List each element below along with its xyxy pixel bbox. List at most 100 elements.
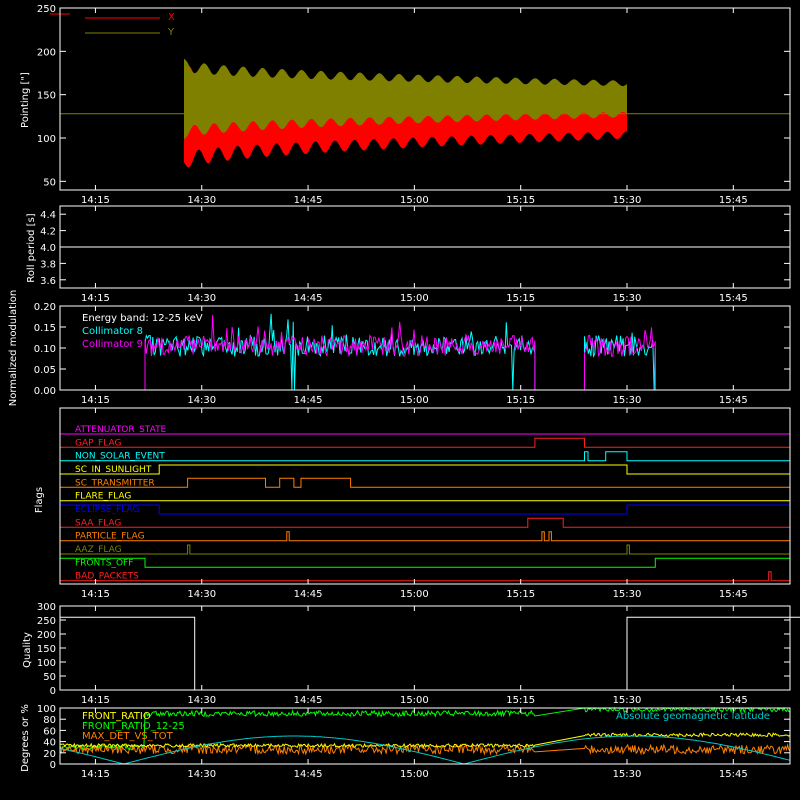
x-tick-label: 14:45 bbox=[294, 293, 323, 304]
flag-trace bbox=[60, 464, 790, 475]
y-tick-label: 100 bbox=[37, 704, 56, 715]
pointing-ylabel: Pointing ["] bbox=[20, 72, 31, 128]
x-tick-label: 15:15 bbox=[506, 769, 535, 780]
flag-label: SC_TRANSMITTER bbox=[75, 478, 155, 488]
pointing-series-y bbox=[184, 58, 627, 140]
y-tick-label: 20 bbox=[43, 749, 56, 760]
flag-label: NON_SOLAR_EVENT bbox=[75, 452, 165, 462]
flag-trace bbox=[60, 571, 790, 582]
y-tick-label: 50 bbox=[43, 177, 56, 188]
y-tick-label: 250 bbox=[37, 616, 56, 627]
flag-label: PARTICLE_FLAG bbox=[75, 532, 145, 542]
x-tick-label: 14:30 bbox=[187, 195, 216, 206]
quality-ylabel: Quality bbox=[22, 632, 33, 668]
x-tick-label: 14:15 bbox=[81, 769, 110, 780]
flag-label: SAA_FLAG bbox=[75, 518, 121, 528]
panel-frame bbox=[59, 605, 791, 691]
front-ratio-12-25-series bbox=[59, 706, 791, 752]
x-tick-label: 14:45 bbox=[294, 769, 323, 780]
y-tick-label: 100 bbox=[37, 134, 56, 145]
y-tick-label: 0.10 bbox=[34, 344, 56, 355]
roll-period-panel: 14:15 14:30 14:45 15:00 15:15 15:30 15:45 4.4 4.… bbox=[40, 205, 791, 304]
modulation-ylabel-text: Normalized modulation bbox=[8, 290, 19, 407]
y-tick-label: 0 bbox=[50, 760, 56, 771]
x-tick-label: 14:15 bbox=[81, 293, 110, 304]
flag-label: BAD_PACKETS bbox=[75, 572, 139, 582]
x-tick-label: 15:15 bbox=[506, 195, 535, 206]
flags-ylabel: Flags bbox=[34, 487, 45, 513]
energy-band-annotation: Energy band: 12-25 keV bbox=[82, 313, 203, 324]
panel-frame bbox=[59, 707, 791, 765]
x-tick-label: 15:00 bbox=[400, 589, 429, 600]
y-tick-label: 80 bbox=[43, 715, 56, 726]
x-tick-label: 15:15 bbox=[506, 293, 535, 304]
y-tick-label: 0.05 bbox=[34, 365, 56, 376]
x-tick-label: 15:00 bbox=[400, 395, 429, 406]
y-tick-label: 3.8 bbox=[40, 259, 56, 270]
x-tick-label: 15:45 bbox=[719, 293, 748, 304]
x-tick-label: 14:45 bbox=[294, 589, 323, 600]
collimator8-legend: Collimator 8 bbox=[82, 326, 143, 337]
flag-label: ECLIPSE_FLAG bbox=[75, 505, 139, 515]
modulation-series-collimator8 bbox=[60, 313, 790, 391]
x-tick-label: 15:30 bbox=[613, 695, 642, 706]
front-ratio-series bbox=[59, 732, 791, 749]
y-tick-label: 150 bbox=[37, 644, 56, 655]
y-tick-label: 0.15 bbox=[34, 323, 56, 334]
flag-trace bbox=[60, 517, 790, 528]
panel-frame bbox=[59, 407, 791, 585]
x-tick-label: 14:45 bbox=[294, 195, 323, 206]
max-det-legend: MAX_DET_VS_TOT bbox=[82, 731, 174, 742]
flag-label: AAZ_FLAG bbox=[75, 545, 122, 555]
x-tick-label: 15:30 bbox=[613, 769, 642, 780]
ratios-panel: 14:15 14:30 14:45 15:00 15:15 15:30 15:45 10080… bbox=[37, 704, 791, 780]
x-tick-label: 15:30 bbox=[613, 395, 642, 406]
y-tick-label: 4.0 bbox=[40, 243, 56, 254]
y-tick-label: 3.6 bbox=[40, 276, 56, 287]
x-tick-label: 15:30 bbox=[613, 293, 642, 304]
flags-panel: ATTENUATOR_STATE GAP_FLAG NON_SOLAR_EVENT S… bbox=[59, 407, 791, 600]
x-tick-label: 14:15 bbox=[81, 695, 110, 706]
y-tick-label: 200 bbox=[37, 47, 56, 58]
modulation-ylabel: Normalized modulation bbox=[8, 290, 19, 407]
roll-ylabel: Roll period [s] bbox=[26, 213, 37, 282]
x-tick-label: 15:45 bbox=[719, 195, 748, 206]
y-tick-label: 0 bbox=[50, 686, 56, 697]
quality-trace bbox=[60, 616, 800, 691]
x-tick-label: 15:45 bbox=[719, 395, 748, 406]
x-tick-label: 14:30 bbox=[187, 769, 216, 780]
geomag-latitude-series bbox=[59, 735, 791, 765]
x-tick-label: 14:15 bbox=[81, 589, 110, 600]
x-tick-label: 14:45 bbox=[294, 695, 323, 706]
x-tick-label: 14:15 bbox=[81, 195, 110, 206]
flag-trace bbox=[60, 451, 790, 462]
modulation-series-collimator9 bbox=[60, 315, 790, 391]
y-tick-label: 4.2 bbox=[40, 227, 56, 238]
panel-frame bbox=[59, 7, 791, 191]
x-tick-label: 15:00 bbox=[400, 769, 429, 780]
front-ratio-legend: FRONT_RATIO bbox=[82, 711, 151, 722]
flag-label: ATTENUATOR_STATE bbox=[75, 425, 167, 435]
x-tick-label: 15:00 bbox=[400, 195, 429, 206]
x-tick-label: 15:45 bbox=[719, 769, 748, 780]
collimator9-legend: Collimator 9 bbox=[82, 339, 143, 350]
quality-panel: 14:15 14:30 14:45 15:00 15:15 15:30 15:45 300 25… bbox=[37, 602, 800, 706]
x-tick-label: 15:45 bbox=[719, 589, 748, 600]
y-tick-label: 300 bbox=[37, 602, 56, 613]
y-tick-label: 40 bbox=[43, 738, 56, 749]
y-tick-label: 100 bbox=[37, 658, 56, 669]
y-tick-label: 150 bbox=[37, 91, 56, 102]
y-tick-label: 4.4 bbox=[40, 210, 56, 221]
pointing-panel: 14:15 14:30 14:45 15:00 15:15 15:30 15:45 250 20… bbox=[37, 4, 791, 206]
x-tick-label: 14:15 bbox=[81, 395, 110, 406]
x-tick-label: 14:30 bbox=[187, 395, 216, 406]
x-tick-label: 15:45 bbox=[719, 695, 748, 706]
x-tick-label: 15:15 bbox=[506, 395, 535, 406]
x-tick-label: 14:45 bbox=[294, 395, 323, 406]
flag-label: FLARE_FLAG bbox=[75, 492, 131, 502]
flag-trace bbox=[60, 477, 790, 488]
x-tick-label: 14:30 bbox=[187, 589, 216, 600]
y-tick-label: 60 bbox=[43, 726, 56, 737]
